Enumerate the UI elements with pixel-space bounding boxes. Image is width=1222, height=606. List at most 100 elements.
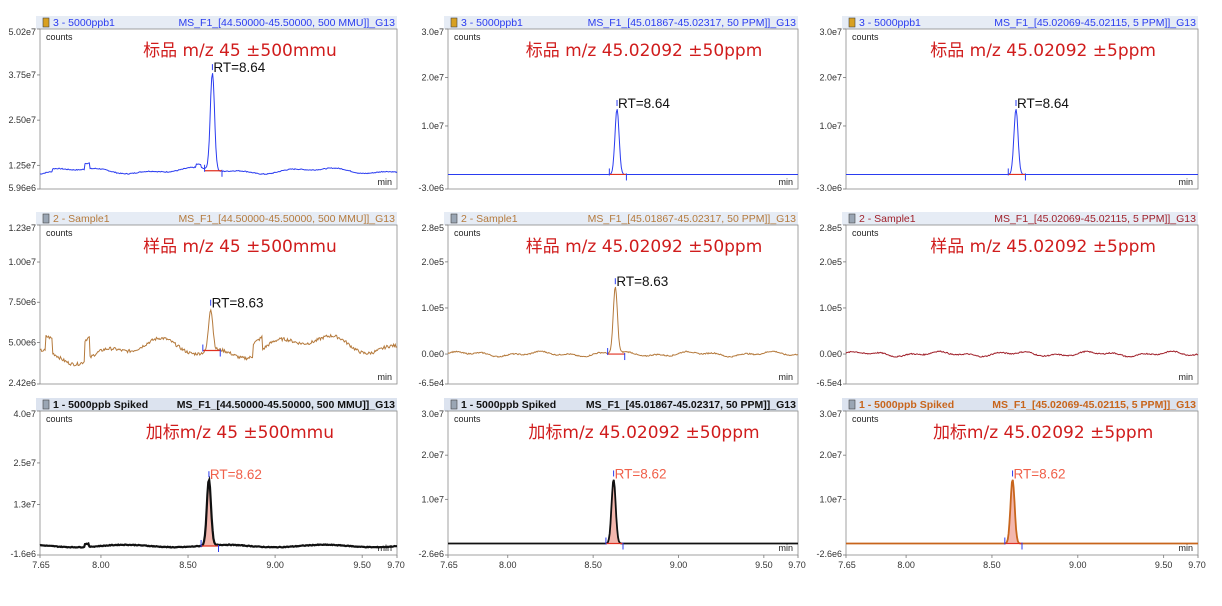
y-tick-label: 1.00e7 — [8, 257, 36, 267]
chromatogram-trace — [845, 350, 1199, 358]
x-tick-label: 8.50 — [584, 560, 602, 570]
chromatogram-trace — [39, 475, 398, 549]
peak-area-fill — [605, 479, 622, 544]
y-tick-label: 2.0e7 — [421, 72, 444, 82]
panel-sample-name: 3 - 5000ppb1 — [53, 17, 115, 29]
retention-time-label: RT=8.62 — [210, 467, 262, 482]
document-icon — [848, 17, 856, 28]
peak-area-fill — [201, 480, 217, 546]
y-tick-label: 5.02e7 — [8, 27, 36, 37]
x-tick-label: 9.50 — [353, 560, 371, 570]
y-tick-label: -1.6e6 — [10, 549, 36, 559]
y-axis-label: counts — [454, 32, 481, 42]
document-icon — [42, 399, 50, 410]
chromatogram-trace — [846, 109, 1198, 175]
y-tick-label: 3.0e7 — [819, 409, 842, 419]
x-tick-label: 9.50 — [755, 560, 773, 570]
y-tick-label: 1.0e7 — [421, 494, 444, 504]
panel-annotation: 加标m/z 45 ±500mmu — [146, 423, 334, 443]
plot-area — [447, 224, 799, 385]
panel-sample-name: 2 - Sample1 — [53, 213, 110, 225]
panel-annotation: 加标m/z 45.02092 ±50ppm — [528, 423, 759, 443]
y-tick-label: -2.6e6 — [816, 549, 842, 559]
x-tick-label: 8.00 — [897, 560, 915, 570]
chromatogram-panel: 3 - 5000ppb1 MS_F1_[44.50000-45.50000, 50… — [8, 16, 398, 193]
y-tick-label: 2.8e5 — [819, 223, 842, 233]
panel-trace-filter: MS_F1_[45.01867-45.02317, 50 PPM]]_G13 — [586, 399, 796, 411]
x-tick-label: 9.00 — [670, 560, 688, 570]
y-tick-label: -2.6e6 — [418, 549, 444, 559]
chromatogram-panel: 1 - 5000ppb Spiked MS_F1_[45.01867-45.023… — [418, 398, 806, 570]
x-tick-label: 9.00 — [1069, 560, 1087, 570]
chromatogram-panel: 1 - 5000ppb Spiked MS_F1_[44.50000-45.500… — [10, 398, 405, 570]
x-tick-label: 9.70 — [387, 560, 405, 570]
y-axis-label: counts — [46, 414, 73, 424]
y-axis-label: counts — [852, 228, 879, 238]
y-tick-label: 1.3e7 — [13, 499, 36, 509]
plot-area — [845, 224, 1199, 385]
y-axis-label: counts — [454, 228, 481, 238]
chromatogram-panel: 1 - 5000ppb Spiked MS_F1_[45.02069-45.021… — [816, 398, 1206, 570]
x-axis-label: min — [1178, 372, 1193, 382]
panel-annotation: 样品 m/z 45.02092 ±50ppm — [526, 237, 763, 257]
chromatogram-panel: 2 - Sample1 MS_F1_[44.50000-45.50000, 500… — [8, 212, 398, 388]
y-axis-label: counts — [852, 32, 879, 42]
y-tick-label: 1.25e7 — [8, 160, 36, 170]
y-axis-label: counts — [454, 414, 481, 424]
panel-header-bar — [444, 16, 798, 29]
retention-time-label: RT=8.64 — [1017, 96, 1069, 111]
y-tick-label: 5.96e6 — [8, 183, 36, 193]
x-tick-label: 8.00 — [92, 560, 110, 570]
panel-annotation: 标品 m/z 45.02092 ±5ppm — [930, 41, 1156, 61]
y-tick-label: 7.50e6 — [8, 297, 36, 307]
panel-header-bar — [842, 212, 1198, 225]
panel-sample-name: 2 - Sample1 — [859, 213, 916, 225]
x-tick-label: 7.65 — [32, 560, 50, 570]
panel-sample-name: 2 - Sample1 — [461, 213, 518, 225]
panel-trace-filter: MS_F1_[45.01867-45.02317, 50 PPM]]_G13 — [588, 17, 797, 29]
y-tick-label: 1.0e7 — [819, 121, 842, 131]
y-tick-label: 1.23e7 — [8, 223, 36, 233]
chromatogram-panel: 3 - 5000ppb1 MS_F1_[45.02069-45.02115, 5 … — [816, 16, 1199, 193]
panel-annotation: 样品 m/z 45 ±500mmu — [143, 237, 337, 257]
panel-trace-filter: MS_F1_[45.02069-45.02115, 5 PPM]]_G13 — [994, 213, 1196, 225]
panel-sample-name: 3 - 5000ppb1 — [859, 17, 921, 29]
panel-header-bar — [36, 398, 397, 411]
y-axis-label: counts — [46, 228, 73, 238]
y-tick-label: 5.00e6 — [8, 337, 36, 347]
retention-time-label: RT=8.63 — [616, 274, 668, 289]
panel-sample-name: 1 - 5000ppb Spiked — [859, 399, 954, 411]
chromatogram-panel: 2 - Sample1 MS_F1_[45.02069-45.02115, 5 P… — [816, 212, 1199, 388]
document-icon — [42, 213, 50, 224]
y-tick-label: 2.42e6 — [8, 378, 36, 388]
panel-annotation: 加标m/z 45.02092 ±5ppm — [933, 423, 1153, 443]
y-tick-label: 0.0e0 — [421, 349, 444, 359]
x-tick-label: 7.65 — [440, 560, 458, 570]
y-tick-label: 1.0e5 — [421, 303, 444, 313]
chromatogram-trace — [39, 308, 398, 367]
y-tick-label: 3.0e7 — [819, 27, 842, 37]
x-tick-label: 8.00 — [499, 560, 517, 570]
panel-header-bar — [36, 212, 397, 225]
x-axis-label: min — [778, 177, 793, 187]
y-tick-label: 2.5e7 — [13, 458, 36, 468]
plot-area — [39, 410, 398, 556]
y-tick-label: 2.0e7 — [819, 450, 842, 460]
x-axis-label: min — [1178, 177, 1193, 187]
plot-area — [39, 224, 398, 385]
x-axis-label: min — [377, 177, 392, 187]
y-tick-label: -6.5e4 — [418, 378, 444, 388]
panel-header-bar — [444, 398, 798, 411]
panel-trace-filter: MS_F1_[44.50000-45.50000, 500 MMU]]_G13 — [178, 17, 395, 29]
x-axis-label: min — [778, 372, 793, 382]
y-tick-label: -3.0e6 — [816, 183, 842, 193]
x-tick-label: 9.70 — [788, 560, 806, 570]
panel-trace-filter: MS_F1_[45.02069-45.02115, 5 PPM]]_G13 — [994, 17, 1196, 29]
y-tick-label: 2.0e5 — [421, 257, 444, 267]
y-tick-label: 4.0e7 — [13, 409, 36, 419]
document-icon — [450, 213, 458, 224]
y-axis-label: counts — [852, 414, 879, 424]
y-tick-label: -3.0e6 — [418, 183, 444, 193]
panel-sample-name: 1 - 5000ppb Spiked — [461, 399, 556, 411]
panel-trace-filter: MS_F1_[45.02069-45.02115, 5 PPM]]_G13 — [992, 399, 1196, 411]
